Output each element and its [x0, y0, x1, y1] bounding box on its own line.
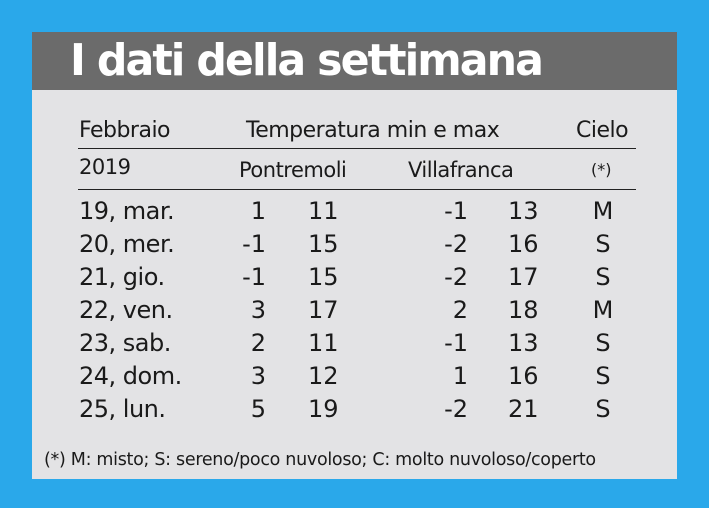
cell-date: 19, mar. [79, 197, 175, 225]
cell-villafranca-max: 16 [508, 230, 539, 258]
cell-villafranca-min: -1 [444, 329, 468, 357]
cell-pontremoli-min: 3 [250, 362, 266, 390]
table-row: 25, lun. 5 19 -2 21 S [32, 393, 677, 425]
cell-villafranca-min: 2 [452, 296, 468, 324]
cell-villafranca-min: 1 [452, 362, 468, 390]
cell-sky-value: S [595, 395, 611, 423]
cell-villafranca-max: 17 [508, 263, 539, 291]
cell-pontremoli-min: 5 [250, 395, 266, 423]
table-row: 22, ven. 3 17 2 18 M [32, 294, 677, 326]
cell-sky-value: S [595, 329, 611, 357]
cell-villafranca-min: -2 [444, 230, 468, 258]
table-row: 24, dom. 3 12 1 16 S [32, 360, 677, 392]
cell-sky-value: M [592, 296, 614, 324]
table-row: 23, sab. 2 11 -1 13 S [32, 327, 677, 359]
cell-pontremoli-max: 19 [308, 395, 339, 423]
page-title: I dati della settimana [70, 35, 544, 86]
header-year: 2019 [79, 155, 131, 179]
cell-sky-value: S [595, 362, 611, 390]
cell-pontremoli-min: 3 [250, 296, 266, 324]
table-row: 19, mar. 1 11 -1 13 M [32, 195, 677, 227]
cell-date: 22, ven. [79, 296, 173, 324]
header-station-pontremoli: Pontremoli [239, 158, 347, 182]
header-temperature: Temperatura min e max [246, 118, 500, 143]
cell-pontremoli-max: 15 [308, 230, 339, 258]
cell-villafranca-min: -2 [444, 395, 468, 423]
cell-pontremoli-min: -1 [242, 230, 266, 258]
cell-sky-value: S [595, 230, 611, 258]
table-row: 21, gio. -1 15 -2 17 S [32, 261, 677, 293]
header-sky: Cielo [576, 118, 629, 143]
cell-pontremoli-min: 1 [250, 197, 266, 225]
cell-date: 24, dom. [79, 362, 182, 390]
header-station-villafranca: Villafranca [408, 158, 514, 182]
cell-sky-value: M [592, 197, 614, 225]
cell-villafranca-max: 13 [508, 197, 539, 225]
subheader-divider [78, 189, 636, 190]
cell-villafranca-min: -2 [444, 263, 468, 291]
title-bar: I dati della settimana [32, 32, 677, 90]
cell-sky-value: S [595, 263, 611, 291]
cell-villafranca-max: 13 [508, 329, 539, 357]
cell-pontremoli-max: 11 [308, 197, 339, 225]
cell-villafranca-max: 16 [508, 362, 539, 390]
header-divider [78, 148, 636, 149]
footnote: (*) M: misto; S: sereno/poco nuvoloso; C… [44, 450, 596, 470]
cell-date: 21, gio. [79, 263, 165, 291]
table-row: 20, mer. -1 15 -2 16 S [32, 228, 677, 260]
cell-villafranca-max: 21 [508, 395, 539, 423]
cell-pontremoli-max: 12 [308, 362, 339, 390]
cell-villafranca-max: 18 [508, 296, 539, 324]
cell-pontremoli-max: 11 [308, 329, 339, 357]
cell-date: 25, lun. [79, 395, 166, 423]
weather-table-card: I dati della settimana Febbraio Temperat… [32, 32, 677, 479]
header-sky-note: (*) [591, 160, 612, 179]
header-month: Febbraio [79, 118, 171, 143]
cell-pontremoli-min: 2 [250, 329, 266, 357]
cell-date: 20, mer. [79, 230, 175, 258]
cell-pontremoli-max: 17 [308, 296, 339, 324]
cell-pontremoli-max: 15 [308, 263, 339, 291]
cell-date: 23, sab. [79, 329, 171, 357]
cell-villafranca-min: -1 [444, 197, 468, 225]
cell-pontremoli-min: -1 [242, 263, 266, 291]
